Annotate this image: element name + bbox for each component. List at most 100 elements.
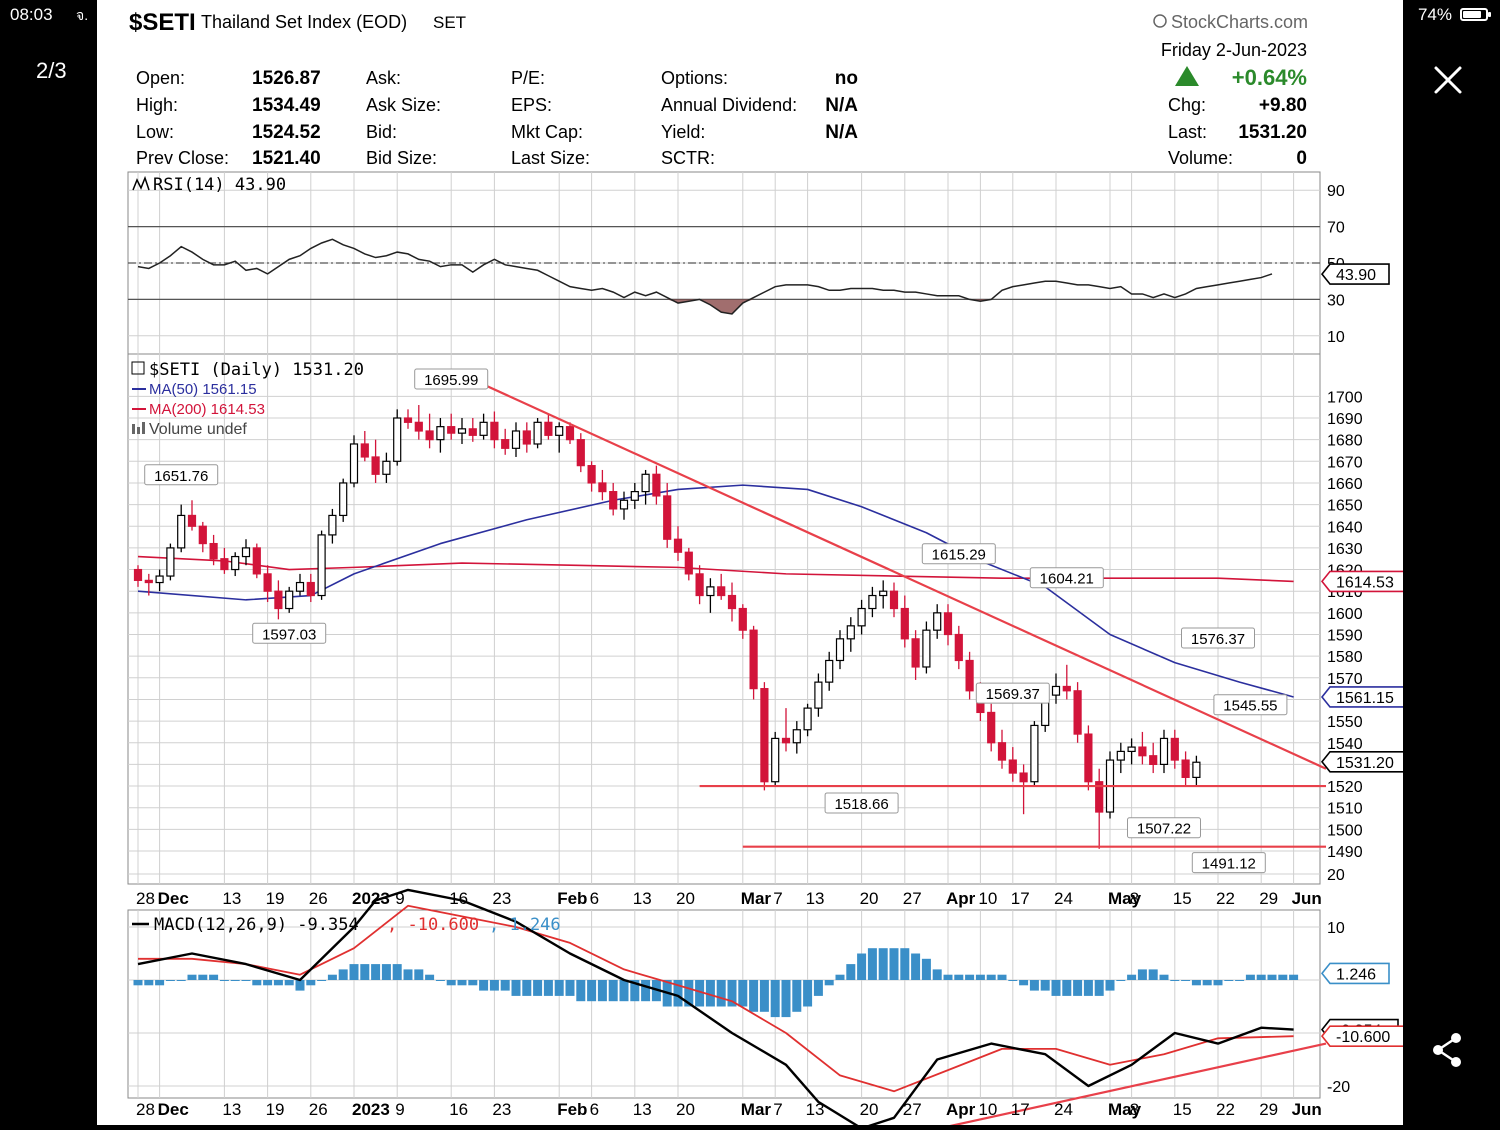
macd-histogram-bar: [749, 980, 759, 1012]
macd-histogram-bar: [1073, 980, 1083, 996]
date-tick-label: 8: [1130, 889, 1139, 908]
candle-body: [393, 417, 402, 462]
price-tick-label: 1500: [1327, 822, 1363, 839]
macd-last-value: 1.246: [1336, 966, 1376, 983]
date-tick-label: 6: [590, 1100, 599, 1119]
candle-body: [630, 491, 639, 501]
share-icon[interactable]: [1428, 1030, 1468, 1070]
price-tick-label: 1580: [1327, 649, 1363, 666]
price-tick-label: 1520: [1327, 779, 1363, 796]
candle-body: [846, 625, 855, 640]
price-annotation-box: [824, 792, 899, 814]
rsi-tick-label: 10: [1327, 329, 1345, 346]
date-tick-label: Jun: [1292, 1100, 1322, 1119]
price-annotation-box: [921, 543, 996, 565]
candle-body: [317, 534, 326, 597]
candle-body: [198, 525, 207, 545]
candle-body: [857, 607, 866, 627]
macd-histogram-bar: [695, 980, 705, 1007]
candle-body: [1116, 750, 1125, 761]
macd-histogram-bar: [684, 980, 694, 1007]
price-annotation: 1695.99: [424, 372, 478, 389]
macd-histogram-bar: [133, 980, 143, 986]
macd-histogram-bar: [759, 980, 769, 1012]
macd-histogram-bar: [1148, 969, 1158, 980]
price-annotation-box: [144, 464, 219, 486]
candle-body: [1008, 759, 1017, 774]
price-last-value: 1614.53: [1336, 574, 1394, 591]
price-annotation: 1569.37: [986, 686, 1040, 703]
macd-histogram-bar: [1083, 980, 1093, 996]
candle-body: [544, 421, 553, 436]
close-icon[interactable]: [1426, 58, 1470, 102]
candle-body: [997, 742, 1007, 761]
price-annotation: 1507.22: [1137, 821, 1191, 838]
price-annotation-box: [414, 368, 489, 390]
macd-histogram-bar: [846, 964, 856, 980]
up-arrow-icon: [1175, 66, 1199, 86]
macd-histogram-bar: [1289, 974, 1299, 980]
macd-trend-line: [926, 1042, 1327, 1130]
price-annotation-box: [1181, 627, 1255, 649]
quote-label: Bid:: [366, 122, 397, 142]
date-tick-label: 20: [676, 889, 695, 908]
change-percent: +0.64%: [1232, 65, 1307, 90]
macd-histogram-bar: [857, 953, 867, 980]
macd-histogram-bar: [1235, 980, 1245, 981]
macd-tick-label: 20: [1327, 867, 1345, 884]
candle-body: [187, 514, 197, 527]
macd-histogram-bar: [813, 980, 823, 996]
macd-histogram-bar: [198, 974, 208, 980]
candle-body: [252, 547, 261, 575]
macd-histogram-bar: [943, 974, 953, 980]
candle-body: [1149, 755, 1158, 765]
date-axis: 28 Dec 13 19 26 2023 9 16 23 Feb 6 13 20 Mar 7 13 20 27 Ap…: [136, 889, 1322, 1119]
macd-histogram-bar: [1245, 974, 1255, 980]
quote-value: no: [835, 68, 858, 89]
quote-label: Options:: [661, 68, 728, 88]
candle-body: [879, 590, 888, 597]
quote-table: Open: High: Low: Prev Close: 1526.87 153…: [136, 68, 1307, 169]
legend-ma200: MA(200) 1614.53: [149, 401, 265, 418]
candle-body: [1019, 772, 1028, 783]
price-tick-label: 1650: [1327, 498, 1363, 515]
candle-body: [576, 439, 585, 467]
date-tick-label: 13: [222, 889, 241, 908]
date-tick-label: 10: [978, 889, 997, 908]
macd-histogram-bar: [1127, 974, 1137, 980]
date-tick-label: Mar: [741, 889, 772, 908]
date-tick-label: 16: [449, 889, 468, 908]
status-bar: 08:03 จ. 74%: [0, 0, 1500, 30]
quote-value: N/A: [825, 95, 858, 116]
legend-ma50: MA(50) 1561.15: [149, 381, 257, 398]
price-tick-label: 1600: [1327, 606, 1363, 623]
rsi-tick-label: 70: [1327, 220, 1345, 237]
macd-histogram-bar: [1256, 974, 1266, 980]
candle-body: [1181, 759, 1190, 778]
macd-histogram-bar: [360, 964, 370, 980]
candle-body: [339, 482, 348, 517]
macd-histogram-bar: [975, 974, 985, 980]
rsi-tick-label: 90: [1327, 183, 1345, 200]
macd-histogram-bar: [263, 980, 273, 986]
candle-body: [1159, 737, 1169, 765]
price-tick-label: 1540: [1327, 736, 1363, 753]
macd-histogram-bar: [543, 980, 553, 996]
candle-body: [598, 482, 607, 493]
candle-body: [1095, 781, 1104, 813]
macd-histogram-bar: [997, 974, 1007, 980]
quote-label: Ask Size:: [366, 95, 441, 115]
rsi-line: [137, 238, 1273, 315]
candle-body: [587, 465, 596, 484]
quote-label: Volume:: [1168, 148, 1233, 168]
macd-histogram-bar: [932, 969, 942, 980]
candle-body: [155, 575, 164, 584]
candle-body: [436, 426, 445, 441]
quote-value: 1526.87: [252, 68, 321, 89]
candle-body: [803, 707, 812, 731]
candle-body: [619, 499, 629, 510]
macd-histogram-bar: [619, 980, 629, 1002]
legend-price: $SETI (Daily) 1531.20: [149, 360, 364, 380]
macd-last-value-tag: [1320, 962, 1390, 985]
legend-histogram: , 1.246: [489, 915, 561, 935]
